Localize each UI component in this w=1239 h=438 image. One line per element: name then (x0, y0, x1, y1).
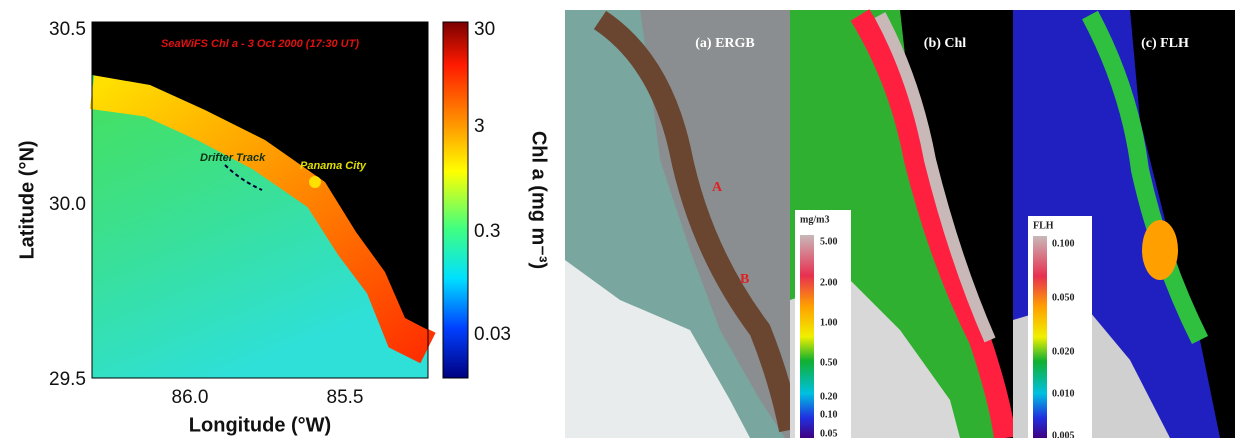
site-marker: B (740, 272, 749, 287)
x-tick-label: 86.0 (172, 387, 209, 408)
colorbar (800, 235, 814, 438)
x-tick-label: 85.5 (327, 387, 364, 408)
colorbar-label: Chl a (mg m⁻³) (528, 131, 550, 269)
flh-high (1142, 220, 1178, 280)
colorbar-tick-label: 3 (474, 116, 485, 137)
panama-city-marker (309, 176, 321, 188)
annotation: Drifter Track (200, 152, 266, 164)
colorbar-tick-label: 0.020 (1052, 346, 1075, 357)
colorbar-tick-label: 0.050 (1052, 292, 1075, 303)
annotation: Panama City (300, 160, 367, 172)
colorbar-tick-label: 5.00 (820, 236, 838, 247)
colorbar-tick-label: 0.10 (820, 409, 838, 420)
colorbar-tick-label: 1.00 (820, 317, 838, 328)
y-tick-label: 29.5 (49, 369, 86, 390)
panel-label: (c) FLH (1141, 36, 1189, 51)
colorbar (443, 22, 468, 378)
colorbar-tick-label: 30 (474, 19, 495, 40)
colorbar (1033, 236, 1047, 438)
colorbar-tick-label: 0.100 (1052, 238, 1075, 249)
colorbar-tick-label: 2.00 (820, 277, 838, 288)
colorbar-tick-label: 0.005 (1052, 430, 1075, 438)
y-tick-label: 30.5 (49, 19, 86, 40)
page: {"left_panel": {"title": "SeaWiFS Chl a … (0, 0, 1239, 438)
figure: SeaWiFS Chl a - 3 Oct 2000 (17:30 UT) Dr… (0, 0, 1239, 438)
map-title: SeaWiFS Chl a - 3 Oct 2000 (17:30 UT) (161, 38, 359, 50)
colorbar-tick-label: 0.03 (474, 324, 511, 345)
colorbar-tick-label: 0.20 (820, 391, 838, 402)
colorbar-tick-label: 0.50 (820, 357, 838, 368)
colorbar-title: FLH (1033, 220, 1054, 231)
colorbar-tick-label: 0.3 (474, 221, 500, 242)
panel-label: (b) Chl (924, 36, 967, 51)
colorbar-tick-label: 0.05 (820, 428, 838, 438)
y-axis-label: Latitude (°N) (16, 140, 38, 259)
panel-label: (a) ERGB (695, 36, 755, 51)
colorbar-tick-label: 0.010 (1052, 388, 1075, 399)
colorbar-title: mg/m3 (800, 214, 829, 225)
y-tick-label: 30.0 (49, 194, 86, 215)
site-marker: A (712, 180, 723, 195)
x-axis-label: Longitude (°W) (189, 414, 331, 436)
